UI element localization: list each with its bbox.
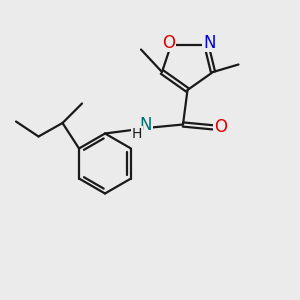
Text: O: O — [214, 118, 227, 136]
Text: H: H — [132, 127, 142, 140]
Text: N: N — [140, 116, 152, 134]
Text: N: N — [203, 34, 216, 52]
Text: O: O — [162, 34, 175, 52]
